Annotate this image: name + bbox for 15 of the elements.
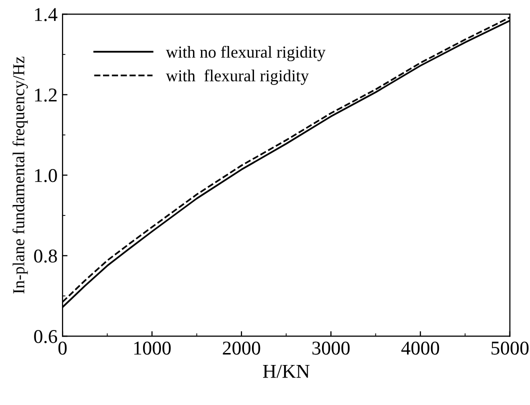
x-tick-label: 5000: [492, 342, 529, 355]
y-tick-label: 1.2: [35, 88, 57, 102]
x-tick-label: 1000: [134, 342, 171, 355]
x-tick-label: 3000: [312, 342, 350, 355]
x-tick-label: 2000: [222, 342, 260, 355]
y-tick-label: 0.8: [34, 249, 57, 263]
y-axis-title: In-plane fundamental frequency/Hz: [12, 56, 28, 294]
x-tick-label: 4000: [401, 342, 440, 355]
legend-label: with flexural rigidity: [166, 70, 309, 85]
y-tick-label: 1.4: [35, 8, 58, 22]
y-tick-label: 1.0: [35, 168, 57, 182]
y-tick-label: 0.6: [34, 330, 58, 344]
x-tick-label: 0: [58, 342, 67, 355]
x-axis-title: H/KN: [262, 364, 310, 378]
legend-label: with no flexural rigidity: [166, 46, 326, 62]
